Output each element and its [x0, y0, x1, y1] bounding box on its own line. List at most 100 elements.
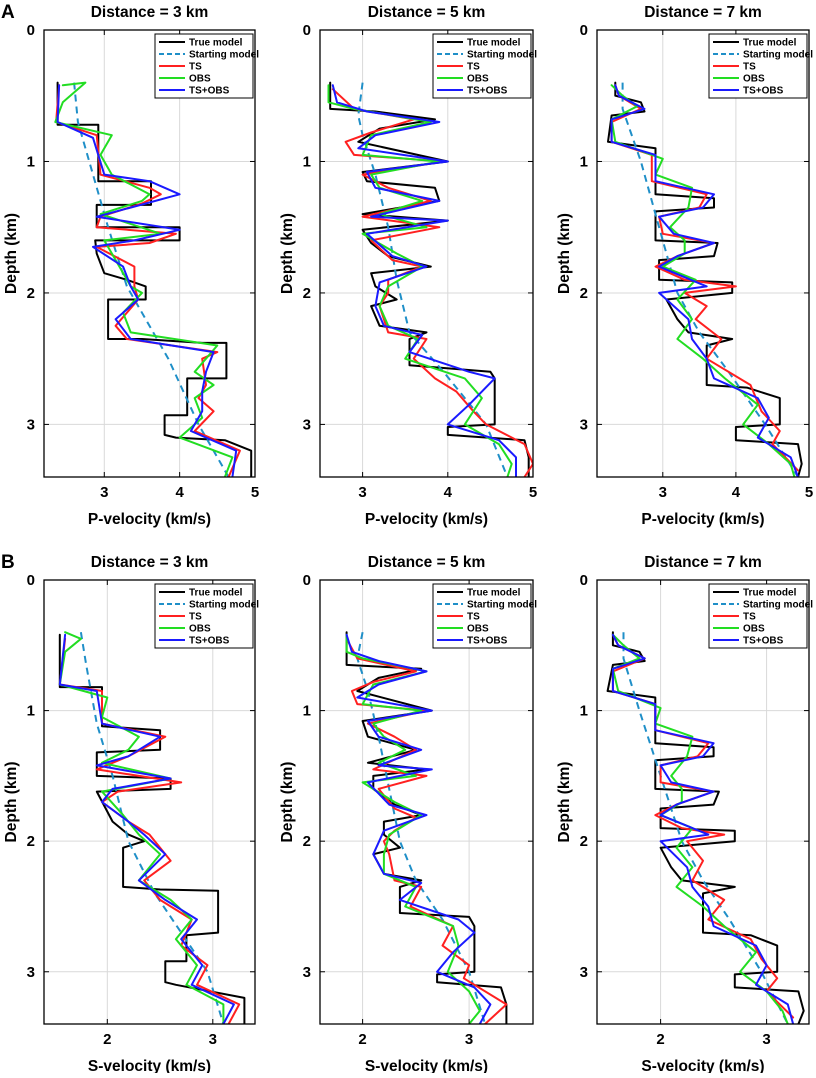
x-tick-label: 2 [103, 1031, 111, 1048]
series-group [606, 631, 805, 1024]
y-axis-label: Depth (km) [3, 762, 20, 843]
series-line-true-model [58, 633, 246, 1024]
chart-title: Distance = 5 km [368, 554, 486, 571]
series-line-starting-model [621, 82, 799, 477]
x-tick-label: 5 [251, 484, 259, 501]
y-axis-label: Depth (km) [3, 213, 20, 294]
legend-label: TS [743, 612, 756, 623]
chart-title: Distance = 7 km [644, 554, 762, 571]
legend-label: TS+OBS [189, 636, 230, 647]
legend-label: True model [189, 38, 243, 49]
x-axis-label: S-velocity (km/s) [365, 1058, 488, 1073]
axes-box [43, 579, 256, 1025]
legend-label: Starting model [743, 50, 813, 61]
series-line-ts [345, 637, 508, 1024]
y-tick-label: 1 [580, 153, 588, 170]
x-tick-label: 3 [762, 1031, 770, 1048]
axes-box [319, 579, 534, 1025]
series-line-ts-obs [331, 84, 517, 477]
y-tick-label: 0 [303, 22, 311, 39]
x-axis-label: S-velocity (km/s) [88, 1058, 211, 1073]
legend-label: TS+OBS [743, 86, 784, 97]
legend-label: TS+OBS [467, 636, 508, 647]
series-line-starting-model [357, 82, 509, 477]
y-tick-label: 2 [303, 833, 311, 850]
legend-label: Starting model [189, 600, 259, 611]
series-line-ts-obs [56, 84, 238, 477]
x-tick-label: 5 [529, 484, 537, 501]
y-tick-label: 2 [580, 285, 588, 302]
x-tick-label: 5 [805, 484, 813, 501]
series-line-ts-obs [58, 633, 235, 1024]
panel-label-a: A [1, 2, 15, 23]
y-tick-label: 1 [27, 153, 35, 170]
legend-label: True model [743, 588, 797, 599]
legend-box [154, 33, 254, 99]
chart-title: Distance = 3 km [91, 4, 209, 21]
series-group [54, 81, 253, 477]
legend-label: TS [189, 62, 202, 73]
series-line-ts [331, 88, 533, 477]
chart-title: Distance = 7 km [644, 4, 762, 21]
y-tick-label: 1 [303, 153, 311, 170]
y-tick-label: 2 [303, 285, 311, 302]
legend-label: True model [743, 38, 797, 49]
series-group [327, 81, 533, 477]
axes-box [596, 579, 810, 1025]
legend-label: Starting model [467, 600, 537, 611]
y-tick-label: 1 [580, 703, 588, 720]
x-tick-label: 3 [209, 1031, 217, 1048]
legend-label: True model [467, 588, 521, 599]
y-axis-label: Depth (km) [279, 213, 296, 294]
y-tick-label: 3 [303, 964, 311, 981]
axes-box [319, 29, 534, 478]
legend-label: OBS [467, 624, 489, 635]
legend-label: TS [743, 62, 756, 73]
series-line-true-model [329, 81, 530, 477]
y-tick-label: 2 [27, 833, 35, 850]
axes-box [596, 29, 810, 478]
axes-box [43, 29, 256, 478]
x-tick-label: 4 [444, 484, 453, 501]
legend-label: TS [467, 612, 480, 623]
series-line-obs [58, 631, 225, 1024]
legend-label: TS+OBS [467, 86, 508, 97]
y-tick-label: 1 [27, 703, 35, 720]
y-tick-label: 0 [303, 572, 311, 589]
series-group [345, 631, 508, 1024]
y-tick-label: 3 [580, 416, 588, 433]
legend-label: TS [467, 62, 480, 73]
legend-box [154, 583, 254, 649]
x-tick-label: 3 [358, 484, 366, 501]
panel-label-b: B [1, 552, 15, 573]
series-line-obs [54, 81, 234, 477]
subplot-1: 3 4 5 0 1 2 3 Distance = 3 km P-velocity (km/s) D… [3, 4, 259, 528]
y-tick-label: 1 [303, 703, 311, 720]
legend-label: TS [189, 612, 202, 623]
legend-label: Starting model [189, 50, 259, 61]
x-axis-label: P-velocity (km/s) [365, 511, 488, 528]
subplot-6: 2 3 0 1 2 3 Distance = 7 km S-velocity (km/s) De… [556, 554, 813, 1075]
subplot-5: 2 3 0 1 2 3 Distance = 5 km S-velocity (km/s) De… [279, 554, 537, 1075]
legend-label: OBS [189, 624, 211, 635]
y-tick-label: 0 [27, 22, 35, 39]
subplot-4: 2 3 0 1 2 3 Distance = 3 km S-velocity (km/s) De… [3, 554, 259, 1075]
y-tick-label: 0 [580, 22, 588, 39]
x-tick-label: 3 [659, 484, 667, 501]
legend-label: OBS [743, 74, 765, 85]
subplot-2: 3 4 5 0 1 2 3 Distance = 5 km P-velocity (km/s) D… [279, 4, 537, 528]
x-tick-label: 4 [732, 484, 741, 501]
legend-label: True model [189, 588, 243, 599]
chart-title: Distance = 5 km [368, 4, 486, 21]
series-line-ts-obs [611, 633, 795, 1024]
legend-label: OBS [189, 74, 211, 85]
series-line-ts [55, 84, 241, 477]
